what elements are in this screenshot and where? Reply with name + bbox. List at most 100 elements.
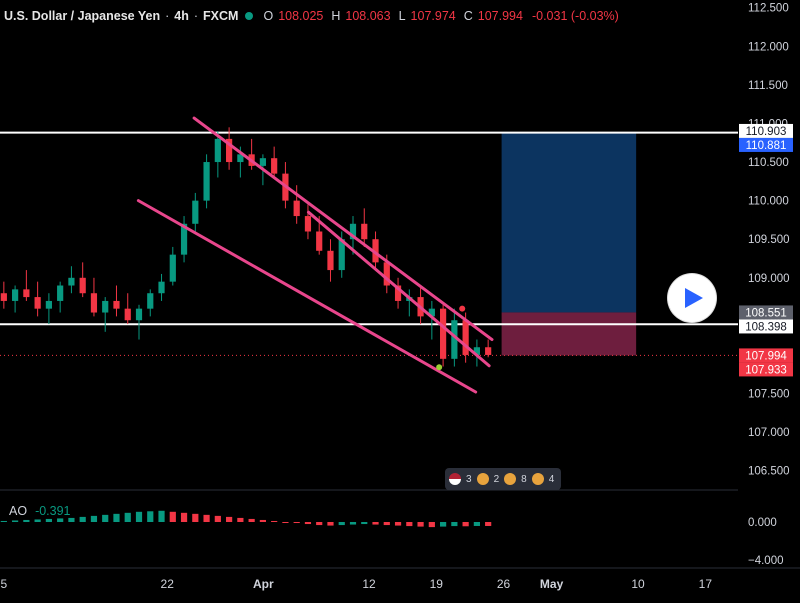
candle-body bbox=[237, 154, 244, 163]
ao-bar bbox=[383, 522, 390, 526]
candle-body bbox=[428, 308, 435, 317]
replay-play-button[interactable] bbox=[668, 274, 716, 322]
x-tick-label: 26 bbox=[497, 577, 511, 591]
ao-name: AO bbox=[9, 504, 28, 518]
target-zone bbox=[501, 132, 637, 313]
ao-bar bbox=[68, 517, 75, 522]
y-tick-label: 109.500 bbox=[748, 234, 790, 246]
ao-bar bbox=[226, 516, 233, 522]
low-value: 107.974 bbox=[410, 9, 456, 23]
candle-body bbox=[349, 223, 357, 240]
x-tick-label: 5 bbox=[1, 577, 8, 591]
price-label: 107.933 bbox=[745, 364, 787, 376]
candle-body bbox=[304, 216, 312, 232]
x-tick-label: 10 bbox=[631, 577, 645, 591]
candle-body bbox=[57, 285, 64, 301]
y-tick-label: 107.000 bbox=[748, 427, 790, 439]
y-tick-label: 107.500 bbox=[748, 389, 790, 401]
ao-bar bbox=[45, 518, 52, 522]
ao-bar bbox=[338, 522, 345, 526]
ao-legend[interactable]: AO -0.391 bbox=[9, 504, 71, 518]
ao-bar bbox=[90, 515, 98, 522]
event-count: 4 bbox=[548, 473, 555, 485]
candle-body bbox=[192, 200, 199, 224]
candle-body bbox=[0, 293, 7, 301]
ao-bar bbox=[214, 515, 221, 522]
candle-body bbox=[383, 262, 390, 286]
ao-bar bbox=[203, 514, 210, 522]
candle-body bbox=[135, 308, 143, 321]
signal-marker bbox=[436, 364, 443, 371]
candle-body bbox=[34, 297, 41, 309]
event-icon bbox=[531, 473, 544, 485]
ao-tick-label: −4.000 bbox=[748, 555, 784, 567]
ao-bar bbox=[417, 522, 424, 527]
x-tick-label: 17 bbox=[699, 577, 713, 591]
interval-label[interactable]: 4h bbox=[174, 9, 189, 23]
close-key: C bbox=[463, 9, 473, 23]
ao-bar bbox=[282, 522, 289, 523]
ao-bar bbox=[248, 518, 255, 522]
candle-body bbox=[203, 162, 210, 201]
economic-events-badge[interactable]: 3 2 8 4 bbox=[445, 468, 562, 490]
ao-bar bbox=[361, 522, 368, 525]
candle-body bbox=[327, 250, 334, 271]
candle-body bbox=[90, 293, 98, 313]
ao-bar bbox=[293, 522, 300, 524]
source-label: FXCM bbox=[203, 9, 239, 23]
candle-body bbox=[338, 239, 345, 271]
price-label: 110.881 bbox=[746, 140, 787, 152]
us-flag-icon bbox=[449, 473, 461, 485]
candle-body bbox=[23, 289, 30, 298]
y-tick-label: 106.500 bbox=[748, 466, 790, 478]
high-key: H bbox=[331, 9, 341, 23]
ao-bar bbox=[34, 519, 41, 522]
ao-bar bbox=[147, 511, 154, 522]
channel-line bbox=[306, 210, 491, 368]
ao-bar bbox=[135, 511, 143, 522]
y-tick-label: 110.000 bbox=[748, 196, 789, 208]
ao-bar bbox=[327, 522, 334, 526]
market-status-icon bbox=[245, 12, 254, 20]
ao-bar bbox=[12, 520, 19, 522]
candle-body bbox=[293, 200, 300, 217]
candle-body bbox=[462, 320, 469, 355]
candle-body bbox=[259, 158, 266, 166]
event-icon bbox=[504, 473, 517, 485]
ao-bar bbox=[473, 522, 480, 526]
candle-body bbox=[180, 223, 188, 255]
candle-body bbox=[102, 300, 109, 313]
candle-body bbox=[113, 300, 120, 309]
ao-bar bbox=[462, 522, 469, 527]
price-label-box bbox=[739, 348, 793, 363]
candle-body bbox=[361, 223, 368, 240]
price-label: 108.398 bbox=[745, 321, 787, 333]
x-tick-label: May bbox=[540, 577, 564, 591]
candle-body bbox=[158, 281, 165, 294]
ao-bar bbox=[304, 522, 312, 525]
ao-bar bbox=[23, 519, 30, 522]
channel-line bbox=[136, 199, 478, 394]
candle-body bbox=[147, 293, 154, 309]
price-label-box bbox=[739, 137, 793, 152]
ao-bar bbox=[271, 520, 278, 522]
ao-bar bbox=[485, 522, 492, 526]
ao-tick-label: 0.000 bbox=[748, 517, 777, 529]
open-value: 108.025 bbox=[278, 9, 324, 23]
candle-body bbox=[473, 347, 480, 355]
candle-body bbox=[12, 289, 19, 301]
ao-bar bbox=[372, 522, 379, 525]
stop-zone bbox=[501, 312, 637, 356]
candle-body bbox=[226, 138, 233, 163]
event-icon bbox=[476, 473, 489, 485]
price-label: 108.551 bbox=[745, 307, 787, 319]
x-tick-label: Apr bbox=[253, 577, 274, 591]
symbol-name[interactable]: U.S. Dollar / Japanese Yen bbox=[4, 9, 161, 23]
ao-bar bbox=[349, 522, 357, 525]
ao-bar bbox=[428, 522, 435, 528]
ao-bar bbox=[113, 513, 120, 522]
candle-body bbox=[68, 277, 75, 286]
y-tick-label: 112.500 bbox=[748, 3, 789, 15]
